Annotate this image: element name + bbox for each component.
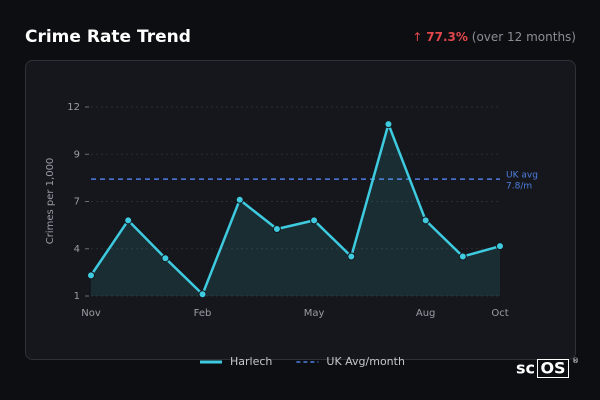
y-tick-label: 9 [74,149,80,160]
y-tick-label: 1 [74,291,80,302]
change-summary: ↑ 77.3% (over 12 months) [412,30,576,44]
line [89,122,501,296]
x-tick-label: May [304,308,325,319]
point [347,252,356,261]
y-tick-label: 7 [74,197,80,208]
point [161,254,170,263]
legend-label: Harlech [230,355,272,368]
point [198,290,207,299]
reference-label: UK avg [506,171,538,181]
chart-title: Crime Rate Trend [25,27,191,47]
y-axis-label: Crimes per 1,000 [45,158,56,245]
y-tick-label: 12 [67,102,80,113]
reference-value-label: 7.8/m [506,182,532,192]
brand-boxed: OS [540,359,565,378]
point [384,120,393,129]
y-tick-label: 4 [74,244,80,255]
chart-card [25,60,576,360]
point [235,195,244,204]
change-period: (over 12 months) [472,30,576,44]
point [272,224,281,233]
x-tick-label: Aug [416,308,436,319]
change-arrow: ↑ [412,30,422,44]
brand: sc OS ® [516,357,579,378]
point [421,216,430,225]
area [91,124,500,296]
x-tick-label: Oct [491,308,508,319]
point [310,216,319,225]
x-tick-label: Nov [81,308,101,319]
point [124,216,133,225]
x-tick-label: Feb [194,308,212,319]
brand-mark: ® [572,357,579,365]
legend-label: UK Avg/month [326,355,405,368]
point [496,242,504,251]
point [87,271,95,280]
legend: Harlech UK Avg/month [200,355,405,368]
brand-box [537,359,569,378]
point [458,252,467,261]
brand-prefix: sc [516,359,535,378]
change-value: 77.3% [426,30,468,44]
